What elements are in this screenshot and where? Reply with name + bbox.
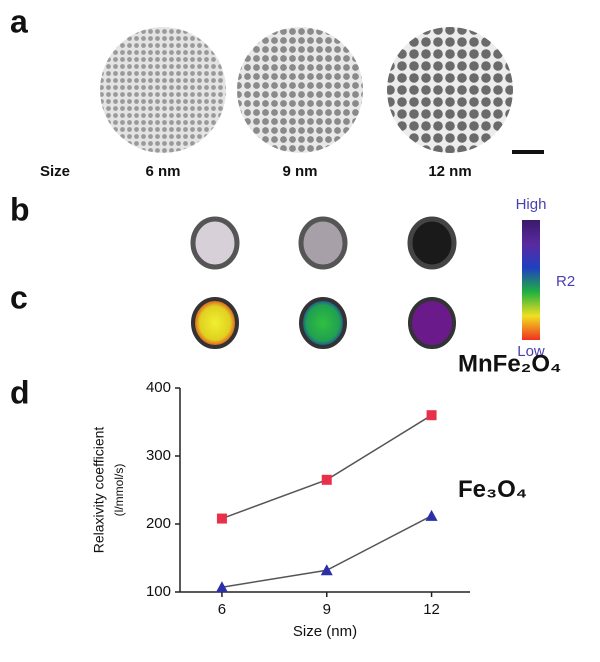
size-label: 6 nm [145, 163, 180, 180]
marker [215, 581, 228, 593]
chart: 100 200 300 400 6 9 12 Size (nm) Relaxivity coef… [91, 351, 562, 640]
colorbar-label: Low [517, 343, 545, 360]
marker [321, 474, 332, 485]
y-axis-label: (l/mmol/s) [112, 464, 126, 517]
color-map-spot [408, 297, 456, 349]
x-tick-label: 9 [323, 601, 331, 618]
x-tick-label: 12 [423, 601, 440, 618]
marker [320, 564, 333, 576]
color-bar [522, 220, 540, 340]
series-line [221, 414, 432, 520]
tem-image [237, 27, 363, 153]
scale-bar [512, 150, 544, 154]
series-label: Fe₃O₄ [458, 476, 527, 503]
y-tick-label: 200 [146, 515, 171, 532]
panel-label: a [10, 3, 28, 39]
marker [426, 410, 437, 421]
colorbar-label: R2 [556, 273, 575, 290]
mri-spot [190, 216, 240, 270]
y-tick-label: 300 [146, 447, 171, 464]
y-tick-label: 400 [146, 379, 171, 396]
size-label: 9 nm [282, 163, 317, 180]
panel-label: c [10, 279, 28, 315]
x-tick-label: 6 [218, 601, 226, 618]
y-axis-label: Relaxivity coefficient [91, 427, 107, 554]
series-line [221, 515, 432, 588]
y-tick-label: 100 [146, 583, 171, 600]
mri-spot [298, 216, 348, 270]
row-label: Size [40, 163, 70, 180]
marker [425, 509, 438, 521]
x-axis-label: Size (nm) [293, 623, 357, 640]
panel-label: d [10, 374, 30, 410]
tem-image [100, 27, 226, 153]
color-map-spot [191, 297, 239, 349]
color-map-spot [299, 297, 347, 349]
mri-spot [407, 216, 457, 270]
series-label: MnFe₂O₄ [458, 351, 561, 378]
marker [216, 513, 227, 524]
colorbar-label: High [516, 196, 547, 213]
tem-image [387, 27, 513, 153]
panel-label: b [10, 191, 30, 227]
size-label: 12 nm [428, 163, 471, 180]
